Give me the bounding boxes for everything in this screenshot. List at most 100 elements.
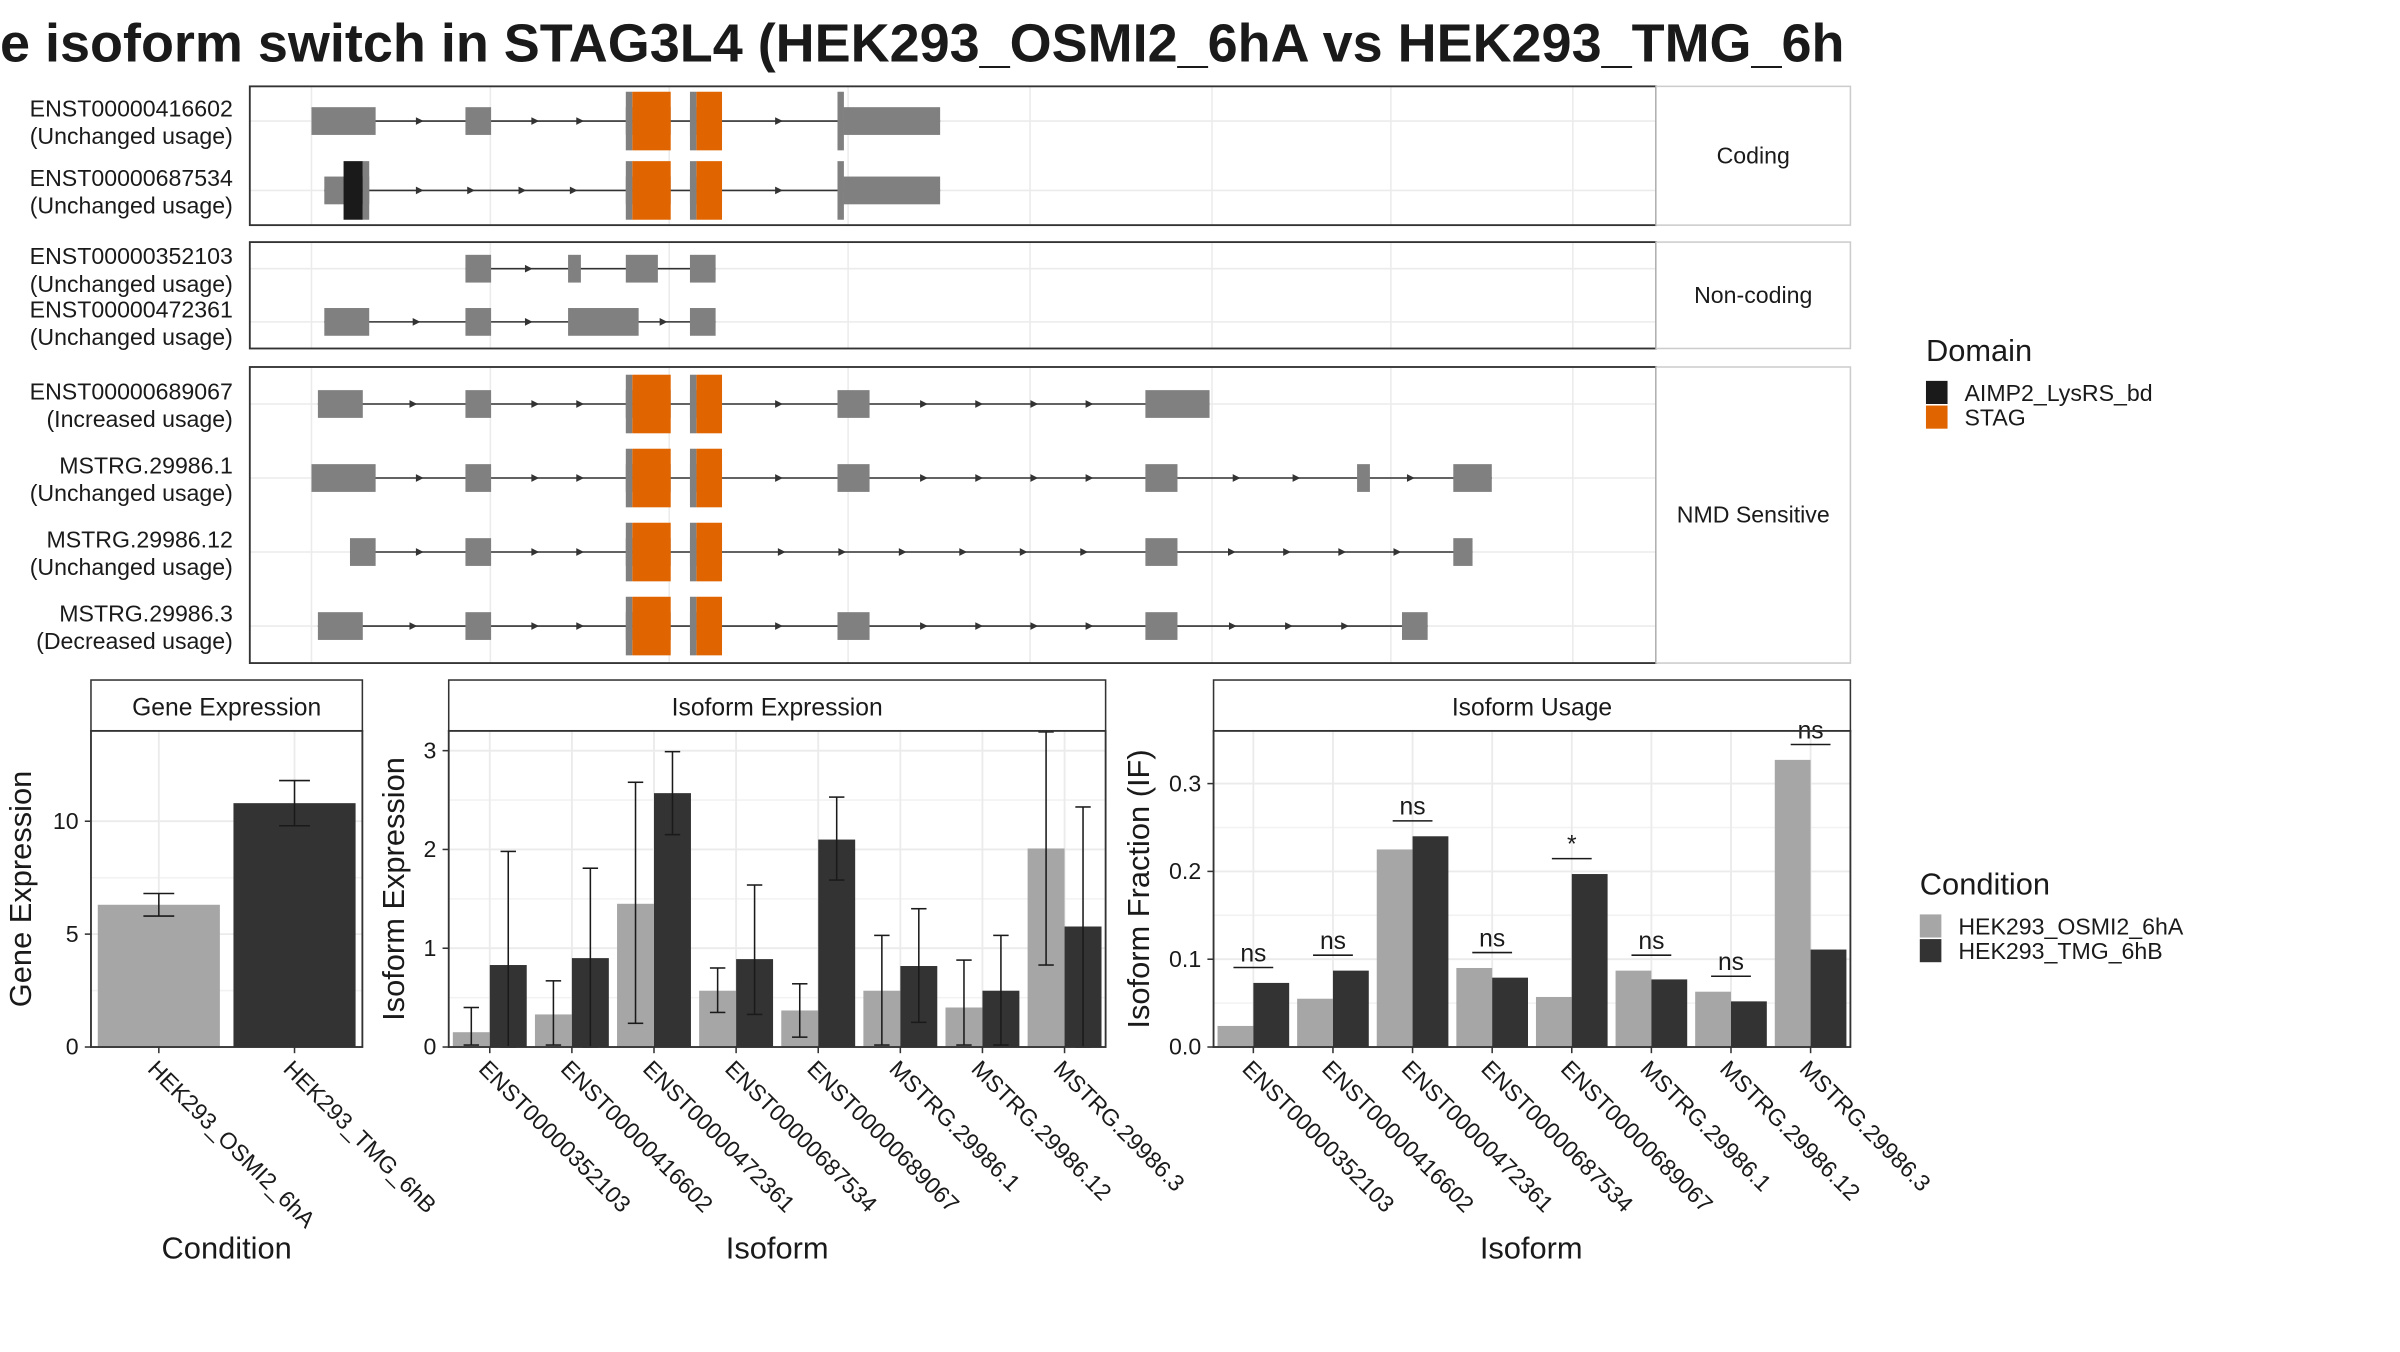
bar (1615, 970, 1652, 1048)
direction-arrow (775, 622, 783, 630)
exon-block (1145, 538, 1178, 566)
chart-panel-border (1212, 729, 1852, 1048)
exon-boundary-mark (837, 161, 844, 220)
direction-arrow (898, 548, 907, 556)
exon-boundary-mark (689, 522, 697, 582)
direction-arrow (409, 622, 418, 630)
protein-domain-block (696, 522, 723, 582)
exon-block (1453, 538, 1473, 566)
structure-panel-background (249, 86, 1657, 226)
direction-arrow (1085, 400, 1094, 408)
direction-arrow (1338, 548, 1347, 556)
protein-domain-block (696, 448, 723, 508)
x-tick-label: MSTRG.29986.12 (967, 1055, 1117, 1205)
transcript-id-label: ENST00000416602 (30, 95, 233, 121)
figure-title: e isoform switch in STAG3L4 (HEK293_OSMI… (0, 14, 1845, 74)
significance-label: ns (1479, 925, 1505, 952)
y-tick-label: 0 (424, 1034, 437, 1060)
bar (1651, 979, 1688, 1048)
bar (1456, 967, 1493, 1048)
x-tick-label: ENST00000689067 (1556, 1055, 1718, 1217)
exon-block (843, 107, 941, 135)
structure-strip (1655, 366, 1852, 664)
direction-arrow (775, 474, 783, 482)
transcript-id-label: MSTRG.29986.12 (46, 526, 232, 552)
x-tick-label: ENST00000472361 (1397, 1055, 1559, 1217)
exon-block (837, 390, 870, 418)
x-tick-label: ENST00000472361 (638, 1055, 800, 1217)
protein-domain-block (632, 91, 671, 151)
protein-domain-block (632, 374, 671, 434)
direction-arrow (415, 474, 424, 482)
exon-block (1145, 464, 1178, 492)
significance-label: ns (1240, 940, 1266, 967)
bar (1332, 970, 1369, 1048)
protein-domain-block (696, 596, 723, 656)
y-axis-title: Isoform Expression (376, 757, 411, 1021)
transcript-usage-label: (Decreased usage) (36, 628, 233, 654)
chart-panel-border (447, 729, 1107, 1048)
transcript-usage-label: (Increased usage) (46, 406, 232, 432)
x-tick-label: ENST00000416602 (556, 1055, 718, 1217)
transcript-usage-label: (Unchanged usage) (30, 554, 233, 580)
domain-legend-label: STAG (1965, 405, 2026, 431)
x-tick-label: ENST00000687534 (720, 1055, 882, 1217)
structure-group: ENST00000352103(Unchanged usage)ENST0000… (30, 241, 1852, 350)
exon-boundary-mark (625, 596, 633, 656)
exon-block (465, 308, 492, 336)
exon-block (311, 107, 376, 135)
direction-arrow (1283, 548, 1291, 556)
significance-label: ns (1718, 949, 1744, 976)
domain-legend-title: Domain (1926, 333, 2032, 368)
direction-arrow (920, 622, 928, 630)
direction-arrow (531, 548, 540, 556)
chart-panel-border (90, 729, 364, 1048)
bar (1535, 996, 1572, 1048)
exon-boundary-mark (689, 374, 697, 434)
direction-arrow (659, 318, 668, 326)
significance-label: ns (1320, 928, 1346, 955)
significance-label: ns (1400, 794, 1426, 821)
structure-panel-background (249, 242, 1657, 349)
x-tick-label: ENST00000352103 (474, 1055, 636, 1217)
direction-arrow (959, 548, 968, 556)
direction-arrow (920, 474, 928, 482)
transcript-id-label: ENST00000687534 (30, 165, 233, 191)
direction-arrow (409, 400, 418, 408)
y-tick-label: 0 (66, 1034, 79, 1060)
bar (654, 793, 691, 1048)
direction-arrow (775, 400, 783, 408)
direction-arrow (1228, 548, 1236, 556)
structure-panel-background (249, 366, 1657, 664)
transcript-id-label: ENST00000689067 (30, 378, 233, 404)
direction-arrow (531, 474, 540, 482)
transcript-usage-label: (Unchanged usage) (30, 193, 233, 219)
condition-legend-title: Condition (1920, 866, 2050, 901)
direction-arrow (524, 318, 533, 326)
bar (97, 904, 220, 1048)
bar (1492, 977, 1528, 1048)
exon-boundary-mark (689, 448, 697, 508)
exon-block (625, 254, 658, 283)
exon-block (324, 176, 344, 205)
protein-domain-block (632, 161, 671, 220)
exon-block (465, 612, 492, 640)
exon-block (465, 254, 492, 283)
x-tick-label: MSTRG.29986.12 (1715, 1055, 1865, 1205)
y-tick-label: 0.0 (1169, 1034, 1201, 1060)
chart-strip-label: Isoform Expression (672, 694, 883, 721)
bar (1217, 1025, 1254, 1048)
x-axis-title: Condition (162, 1230, 292, 1265)
protein-domain-block (696, 161, 723, 220)
chart-strip-label: Gene Expression (132, 694, 321, 721)
exon-block (689, 254, 716, 283)
direction-arrow (1030, 400, 1039, 408)
condition-legend-label: HEK293_TMG_6hB (1958, 938, 2162, 964)
domain-legend-label: AIMP2_LysRS_bd (1965, 380, 2153, 406)
exon-block (837, 612, 870, 640)
direction-arrow (1292, 474, 1301, 482)
exon-boundary-mark (362, 161, 370, 220)
